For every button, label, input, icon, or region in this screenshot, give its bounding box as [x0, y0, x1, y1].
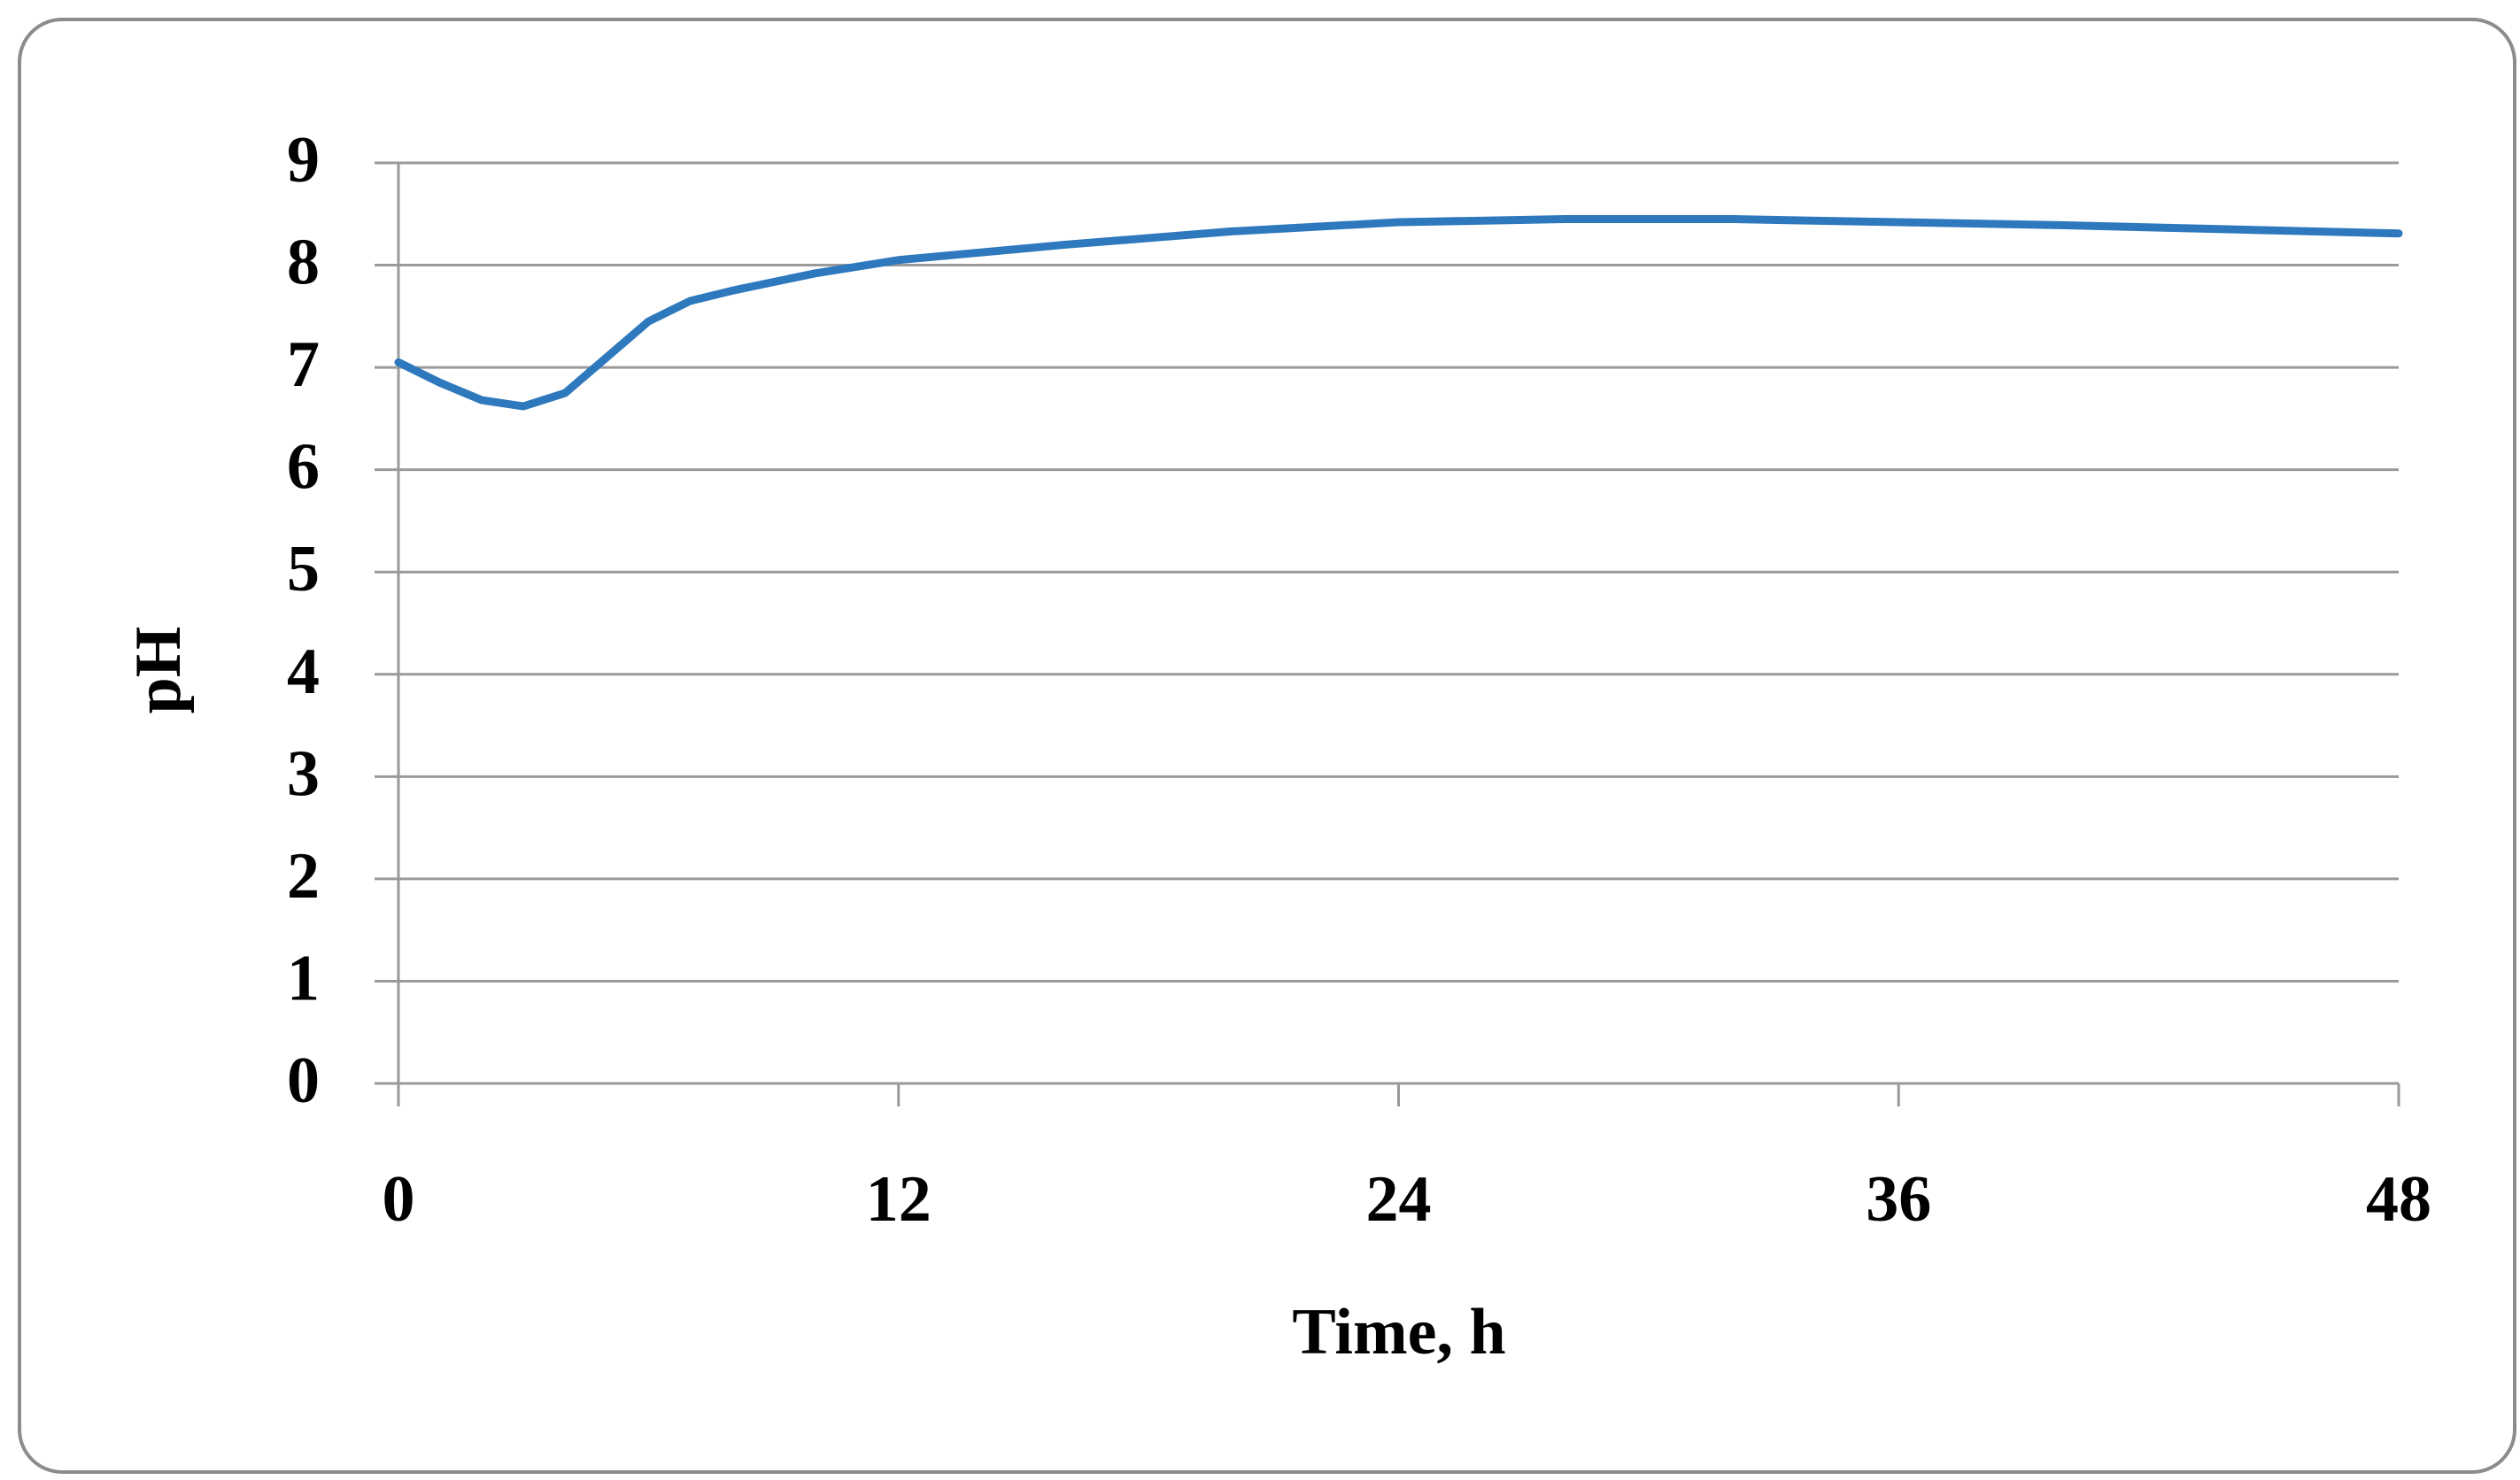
- x-tick-label: 48: [2366, 1163, 2431, 1236]
- y-tick-label: 6: [287, 431, 320, 504]
- chart-frame: [18, 18, 2516, 1474]
- x-tick-label: 0: [383, 1163, 415, 1236]
- data-line: [394, 215, 2403, 411]
- y-tick-label: 2: [287, 840, 320, 913]
- x-tick-label: 36: [1866, 1163, 1931, 1236]
- x-axis-title: Time, h: [1292, 1296, 1505, 1368]
- y-tick-label: 5: [287, 533, 320, 605]
- y-tick-label: 3: [287, 737, 320, 810]
- y-tick-label: 4: [287, 636, 320, 708]
- y-axis-title: pH: [122, 627, 195, 714]
- y-tick-label: 9: [287, 124, 320, 197]
- y-tick-label: 1: [287, 942, 320, 1014]
- y-tick-label: 8: [287, 227, 320, 299]
- x-tick-label: 12: [866, 1163, 931, 1236]
- x-tick-label: 24: [1366, 1163, 1432, 1236]
- y-tick-label: 0: [287, 1044, 320, 1117]
- y-tick-label: 7: [287, 328, 320, 401]
